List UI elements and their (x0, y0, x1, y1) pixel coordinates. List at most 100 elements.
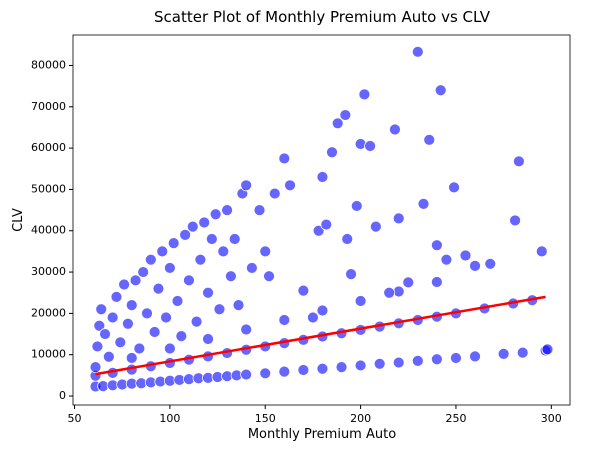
y-tick-label: 30000 (31, 265, 66, 278)
data-point (95, 303, 108, 316)
data-point (369, 220, 382, 233)
data-point (297, 284, 310, 297)
data-point (316, 171, 329, 183)
data-point (156, 245, 169, 258)
data-point (89, 361, 102, 374)
data-point (383, 286, 396, 299)
data-point (341, 233, 354, 245)
x-tick-label: 250 (445, 412, 466, 425)
data-point (253, 204, 266, 216)
data-point (99, 328, 111, 340)
x-axis-title: Monthly Premium Auto (248, 427, 396, 442)
data-point (179, 228, 192, 241)
data-point (221, 204, 233, 216)
data-point (171, 295, 184, 307)
data-point (358, 88, 371, 101)
data-point (183, 274, 195, 287)
data-point (469, 259, 481, 272)
data-point (93, 319, 106, 332)
data-point (278, 314, 291, 326)
data-point (129, 274, 142, 287)
data-point (186, 220, 199, 233)
y-tick-label: 0 (59, 389, 66, 402)
data-point (202, 286, 214, 299)
data-point (411, 45, 424, 58)
data-point (316, 304, 329, 317)
data-point (263, 270, 275, 283)
data-point (411, 355, 424, 367)
data-point (152, 282, 165, 295)
data-point (392, 212, 405, 225)
data-point (331, 117, 344, 130)
data-point (118, 278, 131, 291)
data-point (278, 152, 291, 165)
data-point (307, 311, 319, 324)
data-point (484, 257, 497, 270)
data-point (163, 342, 176, 355)
data-point (194, 253, 207, 266)
data-point (240, 179, 253, 192)
data-point (373, 357, 386, 370)
data-point (259, 367, 272, 380)
data-point (417, 197, 430, 210)
data-point (122, 317, 134, 330)
data-point (102, 350, 115, 363)
x-tick-label: 200 (350, 412, 371, 425)
data-point (316, 362, 329, 375)
data-point (434, 84, 447, 97)
data-point (225, 270, 237, 283)
data-point (205, 233, 218, 245)
y-tick-label: 40000 (31, 224, 66, 237)
data-point (535, 245, 548, 258)
data-point (268, 187, 281, 200)
data-point (259, 245, 272, 258)
data-point (141, 307, 153, 320)
data-point (175, 330, 188, 343)
y-tick-label: 70000 (31, 100, 66, 113)
data-point (284, 179, 296, 192)
data-point (217, 245, 230, 258)
data-point (440, 253, 453, 266)
data-point (114, 336, 127, 349)
data-point (423, 133, 436, 146)
data-point (240, 323, 253, 336)
data-point (345, 268, 357, 281)
data-point (209, 208, 222, 221)
data-point (509, 214, 521, 227)
data-point (240, 368, 253, 381)
data-point (339, 109, 352, 121)
data-point (202, 333, 214, 345)
data-point (125, 352, 138, 364)
data-point (364, 140, 377, 152)
data-point (167, 237, 180, 250)
x-tick-label: 300 (541, 412, 562, 425)
y-tick-label: 60000 (31, 141, 66, 154)
x-tick-label: 100 (159, 412, 180, 425)
data-point (326, 146, 338, 159)
chart-title: Scatter Plot of Monthly Premium Auto vs … (154, 8, 491, 26)
y-axis-title: CLV (11, 208, 26, 232)
data-point (392, 356, 405, 369)
y-tick-label: 10000 (31, 348, 66, 361)
data-point (430, 276, 443, 288)
data-point (354, 138, 367, 150)
data-point (245, 262, 258, 274)
data-point (278, 365, 291, 378)
data-point (190, 315, 203, 328)
x-tick-label: 50 (68, 412, 82, 425)
data-point (228, 233, 241, 245)
data-point (312, 224, 325, 237)
data-point (213, 303, 226, 316)
fit-line (95, 295, 546, 376)
data-point (459, 249, 472, 262)
data-point (430, 239, 443, 252)
data-point (198, 216, 211, 229)
data-point (448, 181, 460, 194)
data-point (516, 346, 529, 359)
data-point (160, 311, 172, 324)
data-point (232, 299, 245, 312)
data-point (163, 262, 176, 274)
data-point (469, 350, 481, 363)
y-tick-label: 50000 (31, 182, 66, 195)
